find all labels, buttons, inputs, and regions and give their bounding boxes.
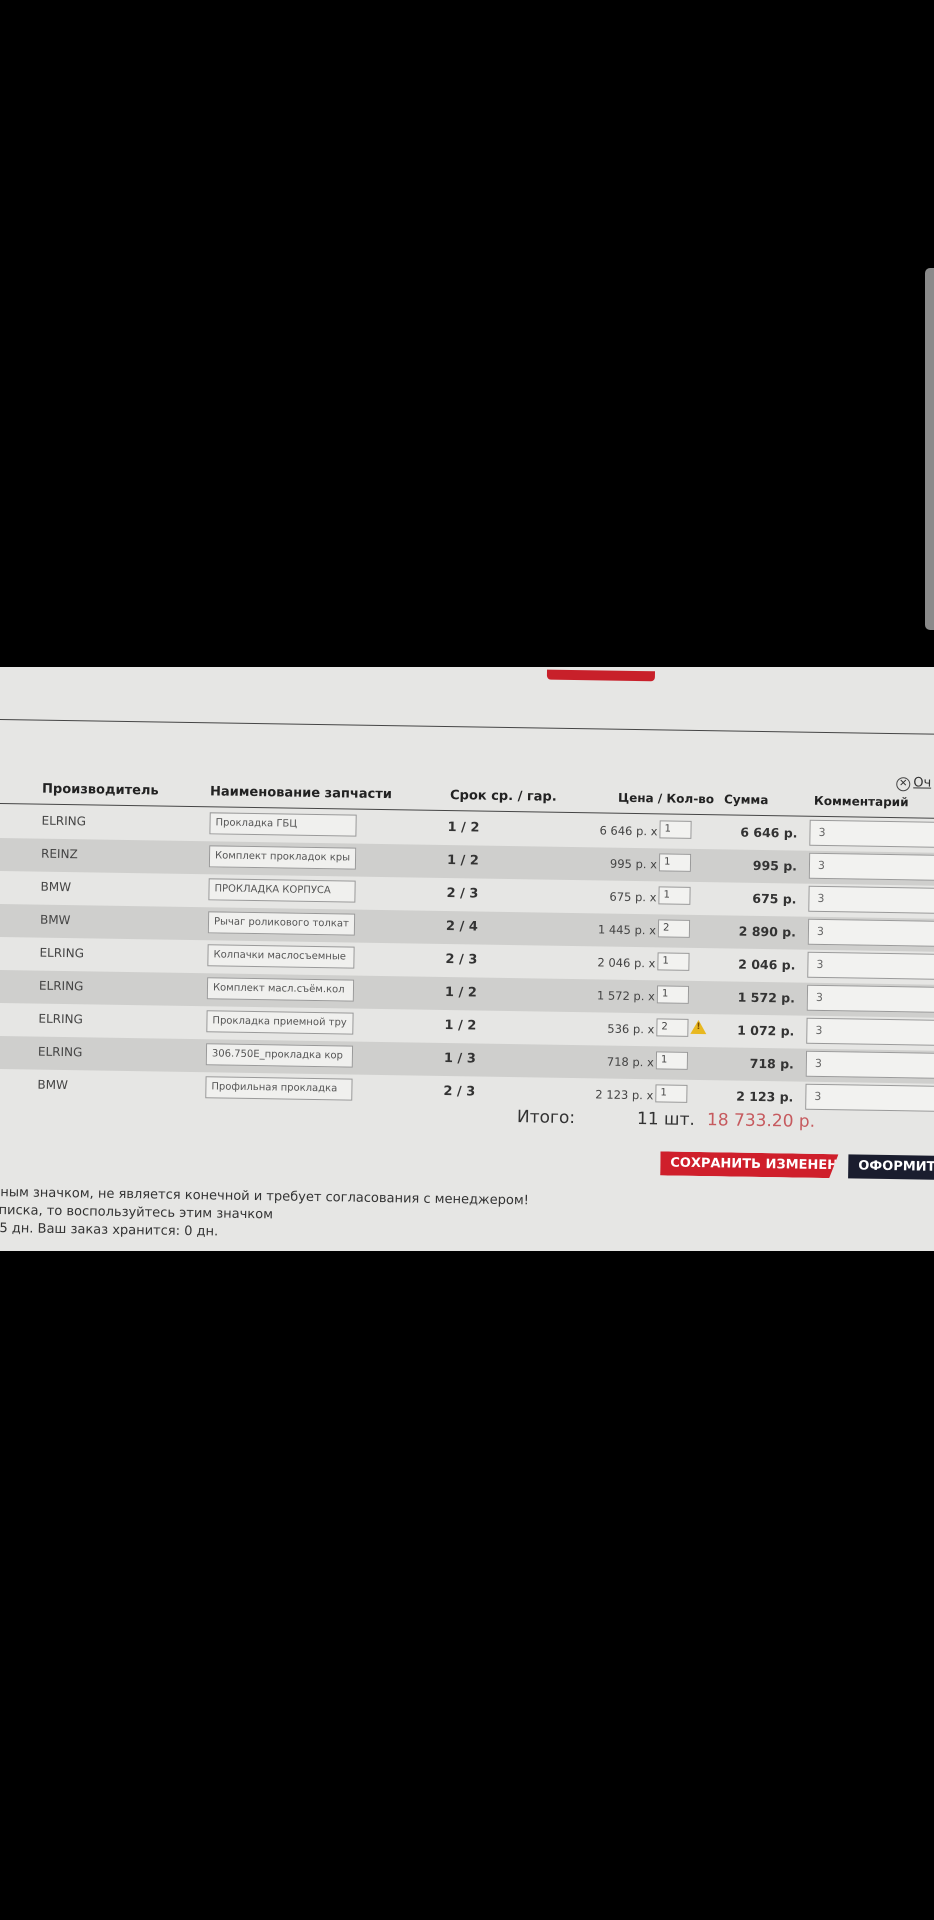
quantity-input[interactable]: 1 xyxy=(658,853,692,872)
manufacturer: ELRING xyxy=(38,978,84,994)
total-amount: 18 733.20 р. xyxy=(706,1110,816,1132)
note-line: 15 дн. Ваш заказ хранится: 0 дн. xyxy=(0,1220,219,1240)
part-name-input[interactable]: ПРОКЛАДКА КОРПУСА xyxy=(208,878,356,903)
manufacturer: BMW xyxy=(40,879,72,895)
comment-input[interactable]: 3 xyxy=(808,885,934,915)
manufacturer: BMW xyxy=(39,912,71,928)
line-sum: 1 572 р. xyxy=(737,989,796,1006)
term-warranty: 1 / 2 xyxy=(447,820,480,836)
unit-price: 1 572 р. x xyxy=(596,988,656,1004)
unit-price: 2 123 р. x xyxy=(595,1087,654,1103)
screen-photo: ✕ Оч Производитель Наименование запчасти … xyxy=(0,667,934,1251)
term-warranty: 1 / 2 xyxy=(444,985,477,1001)
quantity-input[interactable]: 1 xyxy=(658,886,691,905)
part-name-input[interactable]: 306.750E_прокладка кор xyxy=(205,1043,354,1068)
quantity-input[interactable]: 1 xyxy=(659,820,692,839)
header-sum: Сумма xyxy=(723,792,769,808)
save-changes-button[interactable]: СОХРАНИТЬ ИЗМЕНЕНИЯ xyxy=(660,1151,838,1178)
quantity-input[interactable]: 1 xyxy=(655,1051,689,1070)
total-label: Итого: xyxy=(516,1107,576,1129)
quantity-input[interactable]: 2 xyxy=(656,1018,689,1037)
manufacturer: REINZ xyxy=(40,846,78,862)
checkout-button[interactable]: ОФОРМИТЬ xyxy=(848,1154,934,1181)
header-term: Срок ср. / гар. xyxy=(449,788,557,805)
note-line: списка, то воспользуйтесь этим значком xyxy=(0,1202,274,1223)
scroll-indicator xyxy=(925,268,934,630)
part-name-input[interactable]: Прокладка приемной тру xyxy=(206,1010,354,1035)
line-sum: 6 646 р. xyxy=(740,824,798,841)
part-name-input[interactable]: Колпачки маслосъемные xyxy=(207,944,355,969)
part-name-input[interactable]: Прокладка ГБЦ xyxy=(209,812,357,837)
comment-input[interactable]: 3 xyxy=(805,1050,934,1080)
quantity-input[interactable]: 1 xyxy=(655,1084,688,1103)
quantity-input[interactable]: 2 xyxy=(657,919,691,938)
line-sum: 995 р. xyxy=(752,857,798,874)
unit-price: 1 445 р. x xyxy=(597,922,657,938)
unit-price: 2 046 р. x xyxy=(597,955,656,971)
manufacturer: ELRING xyxy=(41,813,87,829)
term-warranty: 2 / 3 xyxy=(445,952,478,968)
term-warranty: 1 / 3 xyxy=(443,1051,476,1067)
comment-input[interactable]: 3 xyxy=(805,1083,934,1113)
unit-price: 6 646 р. x xyxy=(599,823,658,839)
line-sum: 2 890 р. xyxy=(738,923,797,940)
term-warranty: 1 / 2 xyxy=(444,1018,477,1034)
comment-input[interactable]: 3 xyxy=(809,819,934,849)
header-comment: Комментарий xyxy=(813,793,909,810)
manufacturer: BMW xyxy=(37,1077,69,1093)
comment-input[interactable]: 3 xyxy=(806,1017,934,1047)
red-tab-fragment xyxy=(546,669,656,682)
term-warranty: 2 / 3 xyxy=(443,1084,476,1100)
quantity-input[interactable]: 1 xyxy=(656,985,690,1004)
header-name: Наименование запчасти xyxy=(209,784,393,803)
line-sum: 2 046 р. xyxy=(738,956,796,973)
line-sum: 2 123 р. xyxy=(736,1088,794,1105)
comment-input[interactable]: 3 xyxy=(806,984,934,1014)
total-count: 11 шт. xyxy=(636,1109,696,1130)
manufacturer: ELRING xyxy=(37,1044,83,1060)
unit-price: 995 р. x xyxy=(609,856,658,872)
divider xyxy=(0,718,934,736)
line-sum: 718 р. xyxy=(749,1055,794,1072)
line-sum: 1 072 р. xyxy=(737,1022,795,1039)
header-price-qty: Цена / Кол-во xyxy=(617,790,715,807)
quantity-input[interactable]: 1 xyxy=(657,952,690,971)
part-name-input[interactable]: Профильная прокладка xyxy=(205,1076,353,1101)
unit-price: 536 р. x xyxy=(607,1021,655,1037)
manufacturer: ELRING xyxy=(39,945,85,961)
unit-price: 718 р. x xyxy=(606,1054,654,1070)
part-name-input[interactable]: Комплект прокладок кры xyxy=(208,845,357,870)
line-sum: 675 р. xyxy=(752,890,797,907)
manufacturer: ELRING xyxy=(38,1011,84,1027)
cart-page: ✕ Оч Производитель Наименование запчасти … xyxy=(0,667,934,1251)
term-warranty: 2 / 3 xyxy=(446,886,479,902)
comment-input[interactable]: 3 xyxy=(808,852,934,882)
header-manufacturer: Производитель xyxy=(41,781,159,799)
warning-icon[interactable]: ! xyxy=(690,1019,707,1035)
unit-price: 675 р. x xyxy=(609,889,657,905)
comment-input[interactable]: 3 xyxy=(807,951,934,981)
comment-input[interactable]: 3 xyxy=(807,918,934,948)
term-warranty: 1 / 2 xyxy=(446,853,480,869)
part-name-input[interactable]: Комплект масл.съём.кол xyxy=(206,977,355,1002)
term-warranty: 2 / 4 xyxy=(445,919,478,935)
part-name-input[interactable]: Рычаг роликового толкат xyxy=(207,911,356,936)
